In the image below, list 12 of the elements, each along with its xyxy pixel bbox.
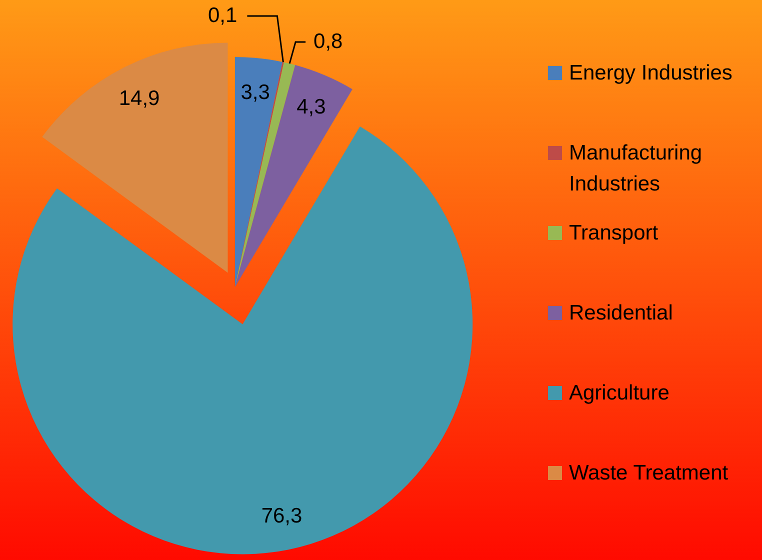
data-label: 14,9 — [118, 86, 160, 110]
data-label: 4,3 — [296, 95, 326, 118]
legend-label: Transport — [569, 222, 658, 244]
legend-label: Agriculture — [569, 382, 670, 404]
data-label: 0,8 — [314, 30, 343, 53]
legend-label: Residential — [569, 302, 673, 324]
legend-label: Manufacturing Industries — [569, 142, 702, 196]
legend-label: Waste Treatment — [569, 462, 728, 484]
legend-label: Energy Industries — [569, 62, 732, 84]
data-label: 3,3 — [240, 81, 270, 104]
data-label: 0,1 — [208, 4, 238, 27]
data-label: 76,3 — [261, 504, 302, 528]
